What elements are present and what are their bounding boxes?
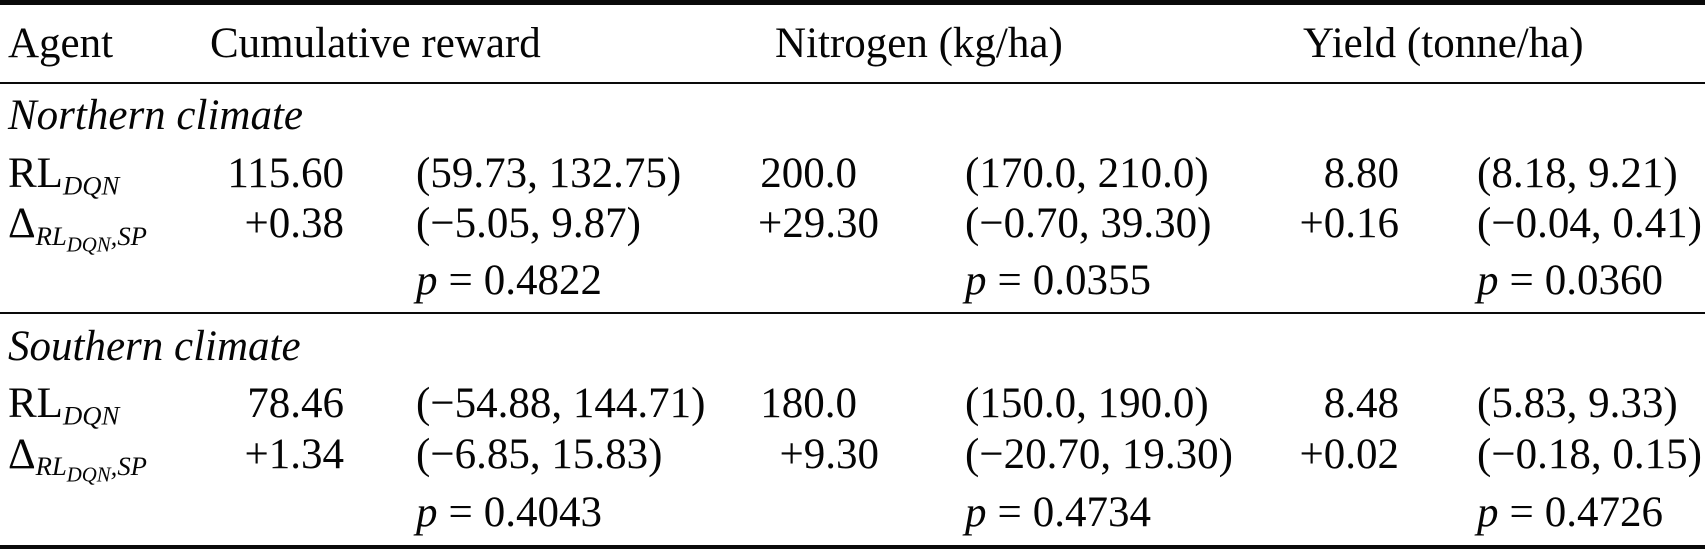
agent-sub-dqn: DQN bbox=[66, 233, 111, 257]
header-yield: Yield (tonne/ha) bbox=[1275, 2, 1705, 84]
table-row-southern-rldqn: RLDQN 78.46 (−54.88, 144.71) 180.0 (150.… bbox=[0, 378, 1705, 429]
cell-nitrogen-value: +29.30 bbox=[758, 200, 880, 248]
cell-cum-value: 78.46 bbox=[247, 380, 344, 428]
agent-subscript: RLDQN,SP bbox=[35, 220, 147, 255]
cell-yield-ci: (−0.18, 0.15) bbox=[1477, 430, 1702, 478]
equals-sign: = bbox=[448, 257, 473, 305]
agent-subscript: DQN bbox=[62, 170, 120, 201]
p-value-row-northern: p = 0.4822 p = 0.0355 p = 0.0360 bbox=[0, 249, 1705, 313]
agent-sub-dqn: DQN bbox=[66, 463, 111, 487]
agent-label-rldqn: RLDQN bbox=[0, 148, 205, 199]
cell-cum-value: +1.34 bbox=[244, 430, 344, 478]
cell-yield-value: 8.48 bbox=[1323, 380, 1400, 428]
agent-base: Δ bbox=[8, 200, 36, 248]
cell-yield-value: 8.80 bbox=[1323, 149, 1400, 197]
agent-sub-rl: RL bbox=[35, 220, 67, 251]
cell-yield-ci: (8.18, 9.21) bbox=[1477, 149, 1678, 197]
p-value: 0.4043 bbox=[483, 488, 603, 536]
cell-cum-ci: (−5.05, 9.87) bbox=[416, 200, 641, 248]
p-symbol: p bbox=[1477, 257, 1499, 305]
p-symbol: p bbox=[1477, 488, 1499, 536]
cell-yield-ci: (−0.04, 0.41) bbox=[1477, 200, 1702, 248]
section-label-row-southern: Southern climate bbox=[0, 312, 1705, 379]
p-value-cum: p = 0.4822 bbox=[350, 249, 700, 313]
p-value-yield: p = 0.0360 bbox=[1405, 249, 1705, 313]
section-label-northern: Northern climate bbox=[8, 92, 303, 140]
cell-cum-ci: (−54.88, 144.71) bbox=[416, 380, 706, 428]
header-row: Agent Cumulative reward Nitrogen (kg/ha)… bbox=[0, 2, 1705, 84]
p-value: 0.0355 bbox=[1032, 257, 1152, 305]
cell-nitrogen-value: 180.0 bbox=[760, 380, 858, 428]
cell-nitrogen-value: 200.0 bbox=[760, 149, 858, 197]
section-label-row-northern: Northern climate bbox=[0, 83, 1705, 148]
equals-sign: = bbox=[1509, 488, 1534, 536]
cell-nitrogen-value: +9.30 bbox=[779, 430, 880, 478]
cell-cum-value: +0.38 bbox=[244, 200, 344, 248]
p-symbol: p bbox=[965, 257, 987, 305]
header-cumulative-reward: Cumulative reward bbox=[205, 2, 701, 84]
agent-base: RL bbox=[8, 149, 63, 197]
cell-yield-value: +0.02 bbox=[1299, 430, 1400, 478]
agent-subscript: DQN bbox=[62, 400, 120, 431]
section-label-southern: Southern climate bbox=[0, 312, 1705, 379]
p-value-nitrogen: p = 0.4734 bbox=[885, 480, 1275, 547]
equals-sign: = bbox=[448, 488, 473, 536]
agent-sub-sp: ,SP bbox=[110, 451, 147, 482]
table-row-southern-delta: ΔRLDQN,SP +1.34 (−6.85, 15.83) +9.30 (−2… bbox=[0, 429, 1705, 486]
cell-nitrogen-ci: (−0.70, 39.30) bbox=[965, 200, 1212, 248]
equals-sign: = bbox=[1509, 257, 1534, 305]
p-symbol: p bbox=[416, 488, 438, 536]
p-value-row-southern: p = 0.4043 p = 0.4734 p = 0.4726 bbox=[0, 480, 1705, 547]
p-symbol: p bbox=[965, 488, 987, 536]
p-value-cum: p = 0.4043 bbox=[350, 480, 700, 547]
equals-sign: = bbox=[997, 488, 1022, 536]
table-row-northern-rldqn: RLDQN 115.60 (59.73, 132.75) 200.0 (170.… bbox=[0, 148, 1705, 199]
table-row-northern-delta: ΔRLDQN,SP +0.38 (−5.05, 9.87) +29.30 (−0… bbox=[0, 199, 1705, 255]
p-value: 0.4822 bbox=[483, 257, 603, 305]
agent-label-rldqn: RLDQN bbox=[0, 378, 205, 429]
cell-cum-ci: (59.73, 132.75) bbox=[416, 149, 682, 197]
agent-sub-rl: RL bbox=[35, 451, 67, 482]
agent-base: RL bbox=[8, 380, 63, 428]
p-value-nitrogen: p = 0.0355 bbox=[885, 249, 1275, 313]
cell-yield-ci: (5.83, 9.33) bbox=[1477, 380, 1678, 428]
equals-sign: = bbox=[997, 257, 1022, 305]
agent-label-delta: ΔRLDQN,SP bbox=[0, 199, 205, 255]
agent-sub-sp: ,SP bbox=[110, 220, 147, 251]
cell-nitrogen-ci: (−20.70, 19.30) bbox=[965, 430, 1233, 478]
cell-yield-value: +0.16 bbox=[1299, 200, 1400, 248]
p-value: 0.4726 bbox=[1544, 488, 1664, 536]
header-nitrogen: Nitrogen (kg/ha) bbox=[700, 2, 1276, 84]
agent-subscript: RLDQN,SP bbox=[35, 451, 147, 486]
p-symbol: p bbox=[416, 257, 438, 305]
p-value: 0.0360 bbox=[1544, 257, 1664, 305]
cell-nitrogen-ci: (170.0, 210.0) bbox=[965, 149, 1209, 197]
p-value: 0.4734 bbox=[1032, 488, 1152, 536]
agent-base: Δ bbox=[8, 430, 36, 478]
cell-nitrogen-ci: (150.0, 190.0) bbox=[965, 380, 1209, 428]
header-agent: Agent bbox=[0, 2, 205, 84]
p-value-yield: p = 0.4726 bbox=[1405, 480, 1705, 547]
cell-cum-ci: (−6.85, 15.83) bbox=[416, 430, 663, 478]
agent-label-delta: ΔRLDQN,SP bbox=[0, 429, 205, 486]
cell-cum-value: 115.60 bbox=[227, 149, 344, 197]
